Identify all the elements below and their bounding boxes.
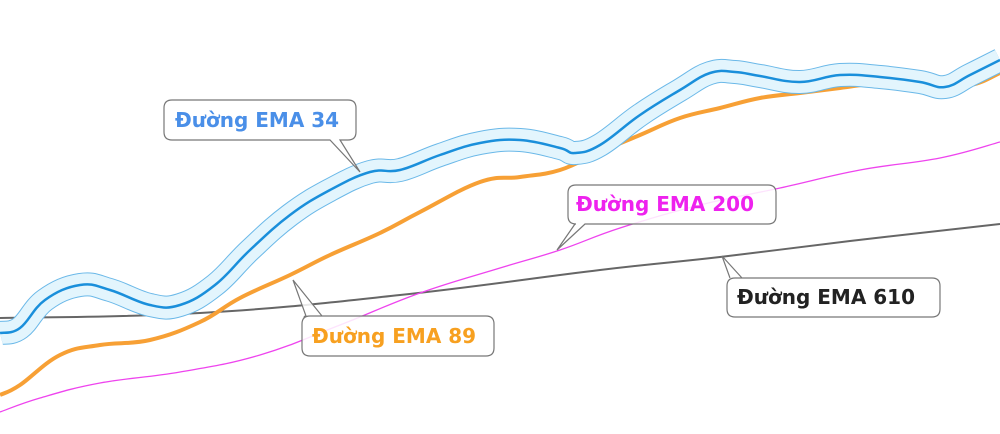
ema-200-line [0, 141, 1000, 413]
ema-34-line [0, 58, 1000, 335]
ema-89-line [0, 71, 1000, 397]
label-ema-34: Đường EMA 34 [175, 108, 339, 132]
label-ema-610: Đường EMA 610 [737, 285, 915, 309]
label-ema-200: Đường EMA 200 [576, 192, 754, 216]
callout-ema-200: Đường EMA 200 [556, 184, 777, 251]
label-ema-89: Đường EMA 89 [312, 324, 476, 348]
callout-ema-89: Đường EMA 89 [292, 279, 495, 357]
callout-ema-34: Đường EMA 34 [163, 99, 361, 173]
callout-ema-610: Đường EMA 610 [721, 255, 941, 318]
